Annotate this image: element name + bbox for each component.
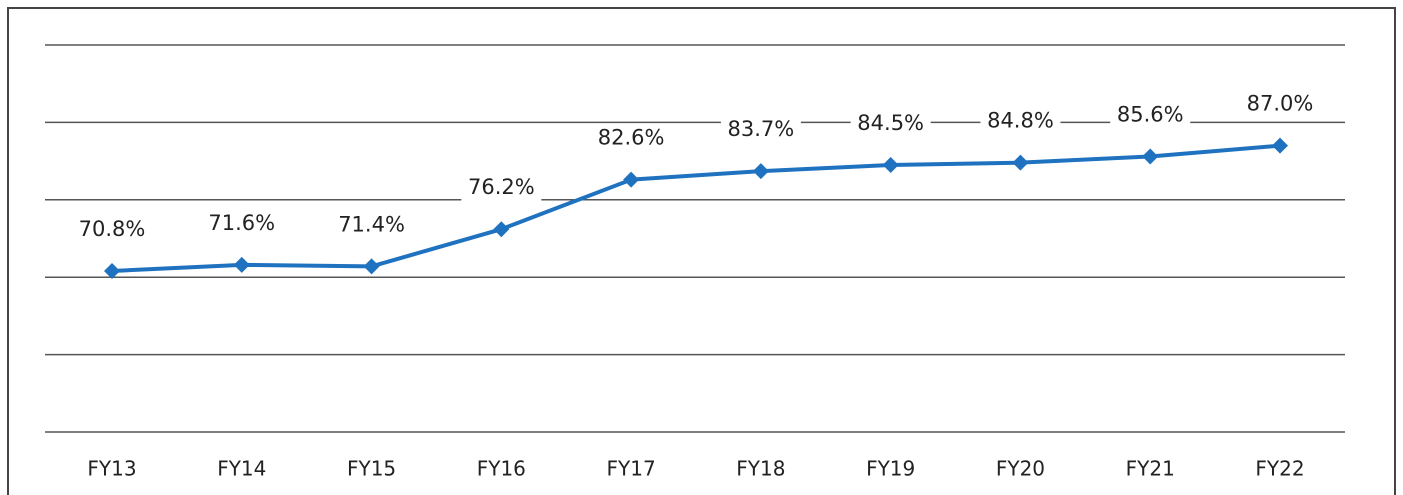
point xyxy=(363,258,380,275)
x-tick-label: FY13 xyxy=(87,457,136,481)
x-tick-label: FY16 xyxy=(477,457,526,481)
data-label: 87.0% xyxy=(1247,92,1314,116)
data-label: 85.6% xyxy=(1117,102,1184,126)
x-tick-label: FY22 xyxy=(1255,457,1304,481)
label-background xyxy=(461,173,542,204)
x-tick-label: FY17 xyxy=(607,457,656,481)
data-label: 84.5% xyxy=(857,111,924,135)
point xyxy=(882,156,899,173)
label-background xyxy=(980,106,1061,137)
data-label: 83.7% xyxy=(728,117,795,141)
point xyxy=(1142,148,1159,165)
point xyxy=(1012,154,1029,171)
x-tick-label: FY14 xyxy=(217,457,266,481)
data-label: 82.6% xyxy=(598,126,665,150)
data-label: 71.6% xyxy=(208,211,275,235)
label-background xyxy=(72,215,152,246)
data-label: 70.8% xyxy=(79,217,146,241)
point xyxy=(752,163,769,180)
point xyxy=(104,263,120,280)
label-background xyxy=(331,210,412,241)
x-tick-label: FY15 xyxy=(347,457,396,481)
label-background xyxy=(1240,89,1320,120)
label-background xyxy=(1110,100,1191,131)
chart-frame xyxy=(7,7,1396,495)
x-tick-label: FY20 xyxy=(996,457,1045,481)
x-tick-label: FY21 xyxy=(1126,457,1175,481)
point xyxy=(493,221,510,238)
point xyxy=(623,171,640,188)
label-background xyxy=(201,208,282,239)
label-background xyxy=(850,108,931,139)
label-background xyxy=(720,115,801,146)
data-label: 84.8% xyxy=(987,109,1054,133)
data-label: 71.4% xyxy=(338,212,405,236)
x-tick-label: FY18 xyxy=(736,457,785,481)
point xyxy=(1272,137,1288,154)
point xyxy=(233,256,250,273)
data-label: 76.2% xyxy=(468,175,535,199)
series-line xyxy=(111,143,1281,274)
label-background xyxy=(591,123,672,154)
x-tick-label: FY19 xyxy=(866,457,915,481)
